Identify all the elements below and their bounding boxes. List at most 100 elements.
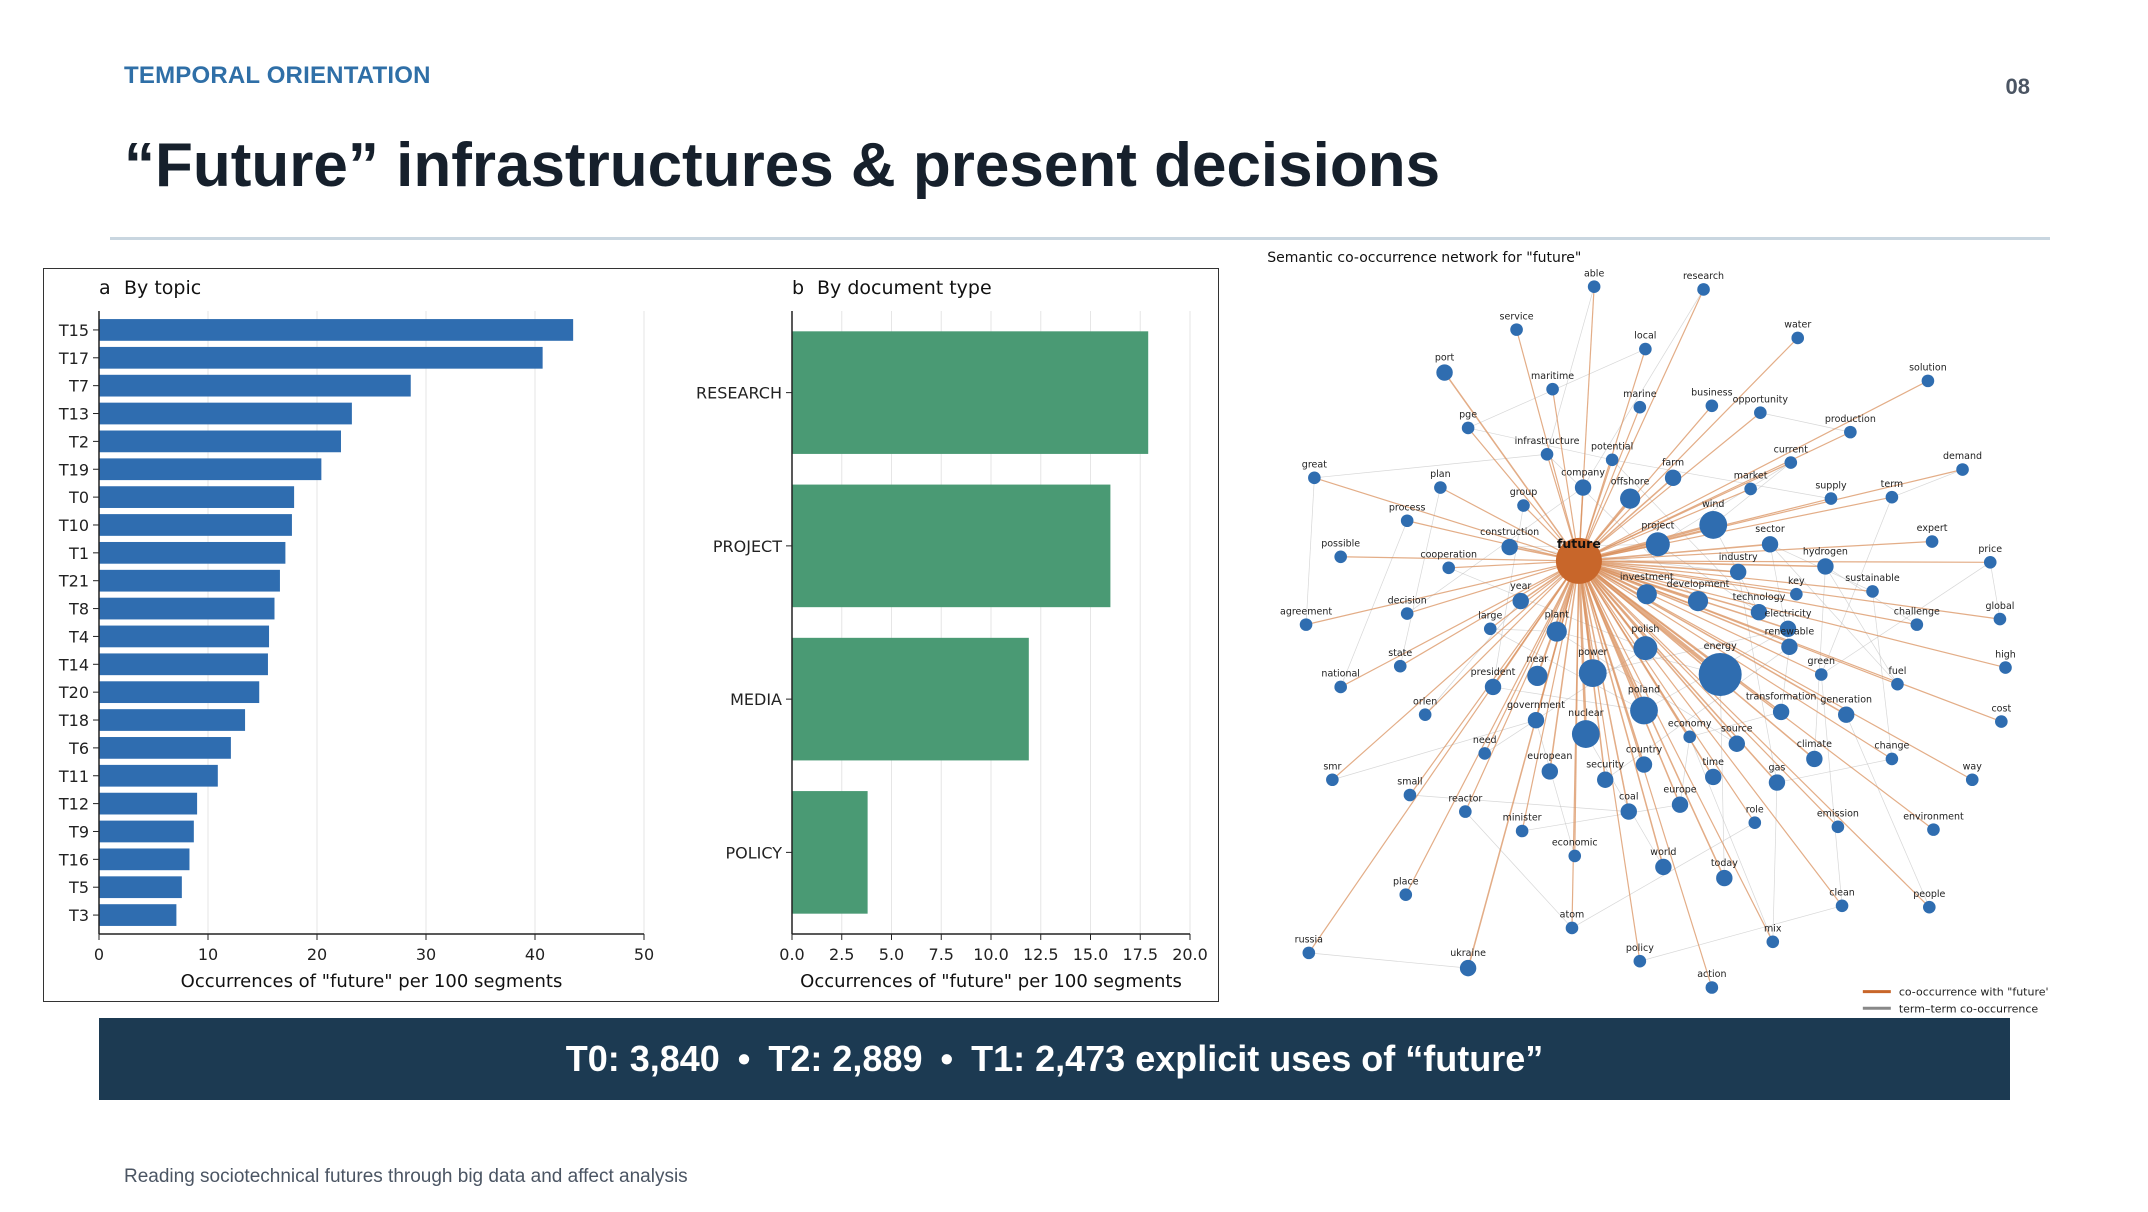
network-node	[1965, 773, 1979, 787]
future-edge	[1578, 560, 1917, 626]
x-tick-label: 15.0	[1073, 945, 1109, 964]
network-node	[1568, 849, 1582, 863]
bar	[99, 486, 295, 508]
network-node	[1597, 771, 1614, 788]
network-node	[1697, 283, 1710, 296]
network-node-label: energy	[1704, 641, 1737, 652]
network-node-label: plan	[1430, 469, 1451, 480]
future-edge	[1578, 560, 1873, 592]
future-edge	[1578, 337, 1799, 562]
network-node	[1806, 750, 1823, 768]
category-label: T21	[58, 572, 89, 591]
network-node	[1483, 622, 1497, 636]
bar	[792, 637, 1029, 761]
network-node-label: potential	[1591, 442, 1633, 453]
future-edge	[1409, 560, 1580, 796]
term-edge	[1490, 628, 1645, 711]
term-edge	[1409, 794, 1629, 812]
network-node-label: economic	[1552, 838, 1598, 849]
network-node-label: company	[1561, 467, 1605, 478]
network-node	[1655, 858, 1672, 876]
bar	[99, 569, 280, 592]
x-tick-label: 7.5	[929, 945, 954, 964]
term-edge	[1340, 520, 1408, 688]
network-node-label: project	[1641, 520, 1674, 531]
x-tick-label: 0.0	[779, 945, 804, 964]
future-edge	[1578, 560, 1843, 907]
network-node	[1540, 447, 1554, 461]
category-label: T5	[68, 878, 89, 897]
category-label: T0	[68, 488, 89, 507]
chart-panel-label: a	[99, 277, 111, 299]
category-label: PROJECT	[713, 537, 782, 556]
network-node	[1393, 659, 1407, 673]
network-node-label: group	[1510, 487, 1538, 498]
term-edge	[1314, 453, 1548, 479]
footer-text: Reading sociotechnical futures through b…	[124, 1166, 688, 1187]
term-edge	[1406, 487, 1584, 614]
network-node-label: way	[1963, 761, 1983, 772]
network-node-label: demand	[1943, 451, 1982, 462]
topic-bar-chart: a By topic 0 10 20 30 40 50 T15 T17 T7 T13 T2 T19 T0 T1…	[58, 277, 654, 992]
future-edge	[1578, 488, 1751, 562]
future-edge	[1578, 560, 1822, 676]
bar-charts-svg: a By topic 0 10 20 30 40 50 T15 T17 T7 T13 T2 T19 T0 T1…	[58, 277, 1208, 992]
bar	[99, 430, 341, 453]
future-edge	[1578, 560, 2001, 620]
network-node	[1630, 696, 1658, 725]
network-node	[1403, 788, 1417, 802]
bar	[99, 597, 275, 620]
network-node-label: source	[1721, 724, 1753, 735]
network-node	[1761, 536, 1779, 553]
network-node	[1565, 921, 1579, 935]
network-node	[1620, 488, 1641, 509]
term-edge	[1612, 459, 1832, 499]
bar	[99, 541, 286, 564]
term-edge	[1845, 714, 1930, 908]
network-node-label: atom	[1560, 910, 1585, 921]
future-edge	[1578, 289, 1705, 562]
network-node	[1993, 612, 2007, 626]
network-node	[1705, 399, 1719, 413]
bar	[99, 764, 218, 787]
x-tick-label: 20	[307, 945, 327, 964]
bar-charts-figure: a By topic 0 10 20 30 40 50 T15 T17 T7 T13 T2 T19 T0 T1…	[43, 268, 1219, 1002]
network-node	[1698, 652, 1742, 696]
network-node-label: term	[1881, 479, 1904, 490]
network-title: Semantic co-occurrence network for "futu…	[1267, 250, 1581, 266]
bar	[99, 374, 411, 397]
future-node-label: future	[1557, 536, 1601, 551]
network-node	[1645, 532, 1670, 557]
network-node-label: fuel	[1889, 666, 1907, 677]
network-node	[1835, 899, 1849, 913]
future-edge	[1578, 560, 1815, 760]
future-edge	[1578, 462, 1792, 562]
x-tick-label: 10.0	[973, 945, 1009, 964]
network-node-label: cost	[1991, 703, 2011, 714]
network-node-label: business	[1691, 388, 1732, 399]
x-tick-label: 12.5	[1023, 945, 1059, 964]
network-node-label: change	[1874, 741, 1909, 752]
legend-label: term–term co-occurrence	[1899, 1002, 2039, 1014]
future-edge	[1577, 560, 1588, 735]
term-edge	[1772, 782, 1778, 942]
network-node	[1434, 481, 1447, 494]
network-node-label: nuclear	[1568, 708, 1604, 719]
term-edge	[1582, 289, 1704, 488]
banner-separator: •	[940, 1038, 954, 1079]
network-node-label: small	[1397, 777, 1422, 788]
network-node	[1999, 661, 2012, 674]
page-number: 08	[2005, 74, 2030, 99]
network-node	[1844, 425, 1857, 439]
network-node-label: security	[1586, 760, 1624, 771]
network-node-label: infrastructure	[1515, 436, 1580, 447]
network-node	[1814, 668, 1828, 681]
category-label: T14	[58, 655, 89, 674]
category-label: T19	[58, 460, 89, 479]
network-node	[1817, 558, 1834, 575]
category-label: T16	[58, 850, 89, 869]
network-node	[1484, 678, 1502, 696]
network-node-label: coal	[1619, 791, 1639, 802]
network-node	[1299, 618, 1313, 631]
bar	[99, 458, 322, 481]
